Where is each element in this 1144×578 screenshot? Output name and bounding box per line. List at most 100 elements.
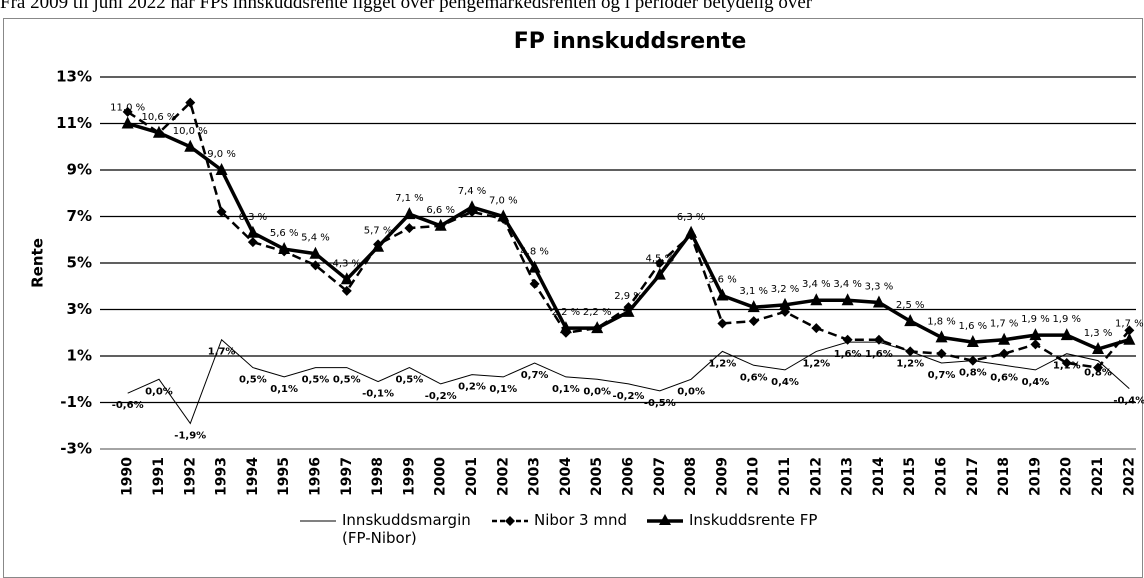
y-tick-label: 1% xyxy=(67,347,92,365)
legend-swatch xyxy=(646,514,683,525)
x-tick-label: 1993 xyxy=(214,457,230,496)
triangle-marker xyxy=(497,209,510,222)
x-tick-label: 2016 xyxy=(934,457,950,496)
data-label: 1,7% xyxy=(208,347,236,358)
triangle-marker xyxy=(747,300,760,313)
triangle-marker xyxy=(528,260,541,273)
data-label: 0,4% xyxy=(771,377,799,388)
x-tick-label: 2000 xyxy=(433,457,449,496)
x-tick-label: 1990 xyxy=(120,457,136,496)
x-tick-label: 2003 xyxy=(527,457,543,496)
data-label: 2,9 % xyxy=(614,291,643,302)
triangle-marker xyxy=(121,116,134,129)
data-label: 10,6 % xyxy=(141,112,176,123)
data-label: 1,2% xyxy=(709,358,737,369)
diamond-marker xyxy=(341,285,352,296)
intro-text: Fra 2009 til juni 2022 har FPs innskudds… xyxy=(0,0,813,13)
data-label: 0,6% xyxy=(740,372,768,383)
data-label: 1,8 % xyxy=(927,316,956,327)
legend-label: Nibor 3 mnd xyxy=(534,511,627,529)
triangle-marker xyxy=(340,272,353,285)
diamond-marker xyxy=(842,334,853,345)
data-label: 0,1% xyxy=(489,384,517,395)
diamond-marker xyxy=(1093,362,1104,373)
data-label: -0,4% xyxy=(1113,396,1144,407)
data-label: 3,1 % xyxy=(739,286,768,297)
data-label: 3,6 % xyxy=(708,275,737,286)
data-label: 0,7% xyxy=(521,370,549,381)
data-label: 7,0 % xyxy=(489,196,518,207)
data-label: 2,2 % xyxy=(552,307,581,318)
data-label: 3,4 % xyxy=(802,279,831,290)
legend-swatch xyxy=(492,516,528,526)
triangle-marker xyxy=(1123,332,1136,345)
diamond-marker xyxy=(216,206,227,217)
data-label: 3,2 % xyxy=(771,284,800,295)
data-label: 1,2% xyxy=(802,358,830,369)
data-label: 0,2% xyxy=(458,382,486,393)
data-label: 0,8% xyxy=(1084,368,1112,379)
data-label: 0,5% xyxy=(239,375,267,386)
data-label: 5,6 % xyxy=(270,228,299,239)
x-tick-label: 1999 xyxy=(401,457,417,496)
triangle-marker xyxy=(779,297,792,310)
x-tick-label: 2001 xyxy=(464,457,480,496)
data-label: 1,7 % xyxy=(1115,319,1144,330)
data-label: 3,4 % xyxy=(833,279,862,290)
chart: FP innskuddsrente Rente -3% -1% 1% 3% 5% 7% 9%… xyxy=(29,29,1144,496)
data-label: 0,1% xyxy=(552,384,580,395)
diamond-marker xyxy=(905,346,916,357)
diamond-marker xyxy=(122,106,133,117)
triangle-marker xyxy=(716,288,729,301)
x-tick-label: 1998 xyxy=(370,457,386,496)
data-label: 5,4 % xyxy=(301,233,330,244)
x-tick-label: 2004 xyxy=(558,457,574,496)
data-label: 11,0 % xyxy=(110,103,145,114)
x-tick-label: 2012 xyxy=(808,457,824,496)
data-label: 1,6 % xyxy=(959,321,988,332)
data-label: -0,1% xyxy=(362,389,394,400)
data-label: 4,3 % xyxy=(332,258,361,269)
x-tick-label: 1992 xyxy=(182,457,198,496)
y-tick-label: 9% xyxy=(67,161,92,179)
data-label: 3,3 % xyxy=(865,282,894,293)
data-label: 2,2 % xyxy=(583,307,612,318)
legend-marker xyxy=(658,514,671,525)
triangle-marker xyxy=(622,304,635,317)
legend: Innskuddsmargin (FP-Nibor) Nibor 3 mnd Ins… xyxy=(298,511,817,547)
data-label: 1,3 % xyxy=(1084,328,1113,339)
data-label: 7,4 % xyxy=(458,186,487,197)
data-label: 1,9 % xyxy=(1052,314,1081,325)
y-tick-label: 11% xyxy=(56,114,92,132)
data-label: -0,2% xyxy=(613,391,645,402)
triangle-marker xyxy=(966,335,979,348)
y-tick-label: -3% xyxy=(60,440,92,458)
data-label: 9,0 % xyxy=(207,149,236,160)
diamond-marker xyxy=(873,334,884,345)
diamond-marker xyxy=(529,278,540,289)
data-label: 0,4% xyxy=(1022,377,1050,388)
x-tick-label: 1997 xyxy=(339,457,355,496)
data-label: -1,9% xyxy=(174,430,206,441)
data-label: 1,2% xyxy=(896,358,924,369)
data-label: 0,6% xyxy=(990,372,1018,383)
triangle-marker xyxy=(872,295,885,308)
diamond-marker xyxy=(310,260,321,271)
data-label: 1,6% xyxy=(865,349,893,360)
data-label: 0,5% xyxy=(333,375,361,386)
diamond-marker xyxy=(811,323,822,334)
triangle-marker xyxy=(935,330,948,343)
chart-title: FP innskuddsrente xyxy=(514,29,747,54)
x-tick-label: 2018 xyxy=(996,457,1012,496)
data-label: 1,6% xyxy=(834,349,862,360)
legend-item: Inskuddsrente FP xyxy=(645,511,817,547)
data-label: 6,3 % xyxy=(239,212,268,223)
triangle-marker xyxy=(904,314,917,327)
diamond-marker xyxy=(717,318,728,329)
data-label: 0,1% xyxy=(270,384,298,395)
data-label: -0,5% xyxy=(644,398,676,409)
diamond-marker xyxy=(185,97,196,108)
data-label: 6,6 % xyxy=(426,205,455,216)
triangle-marker xyxy=(278,242,291,255)
